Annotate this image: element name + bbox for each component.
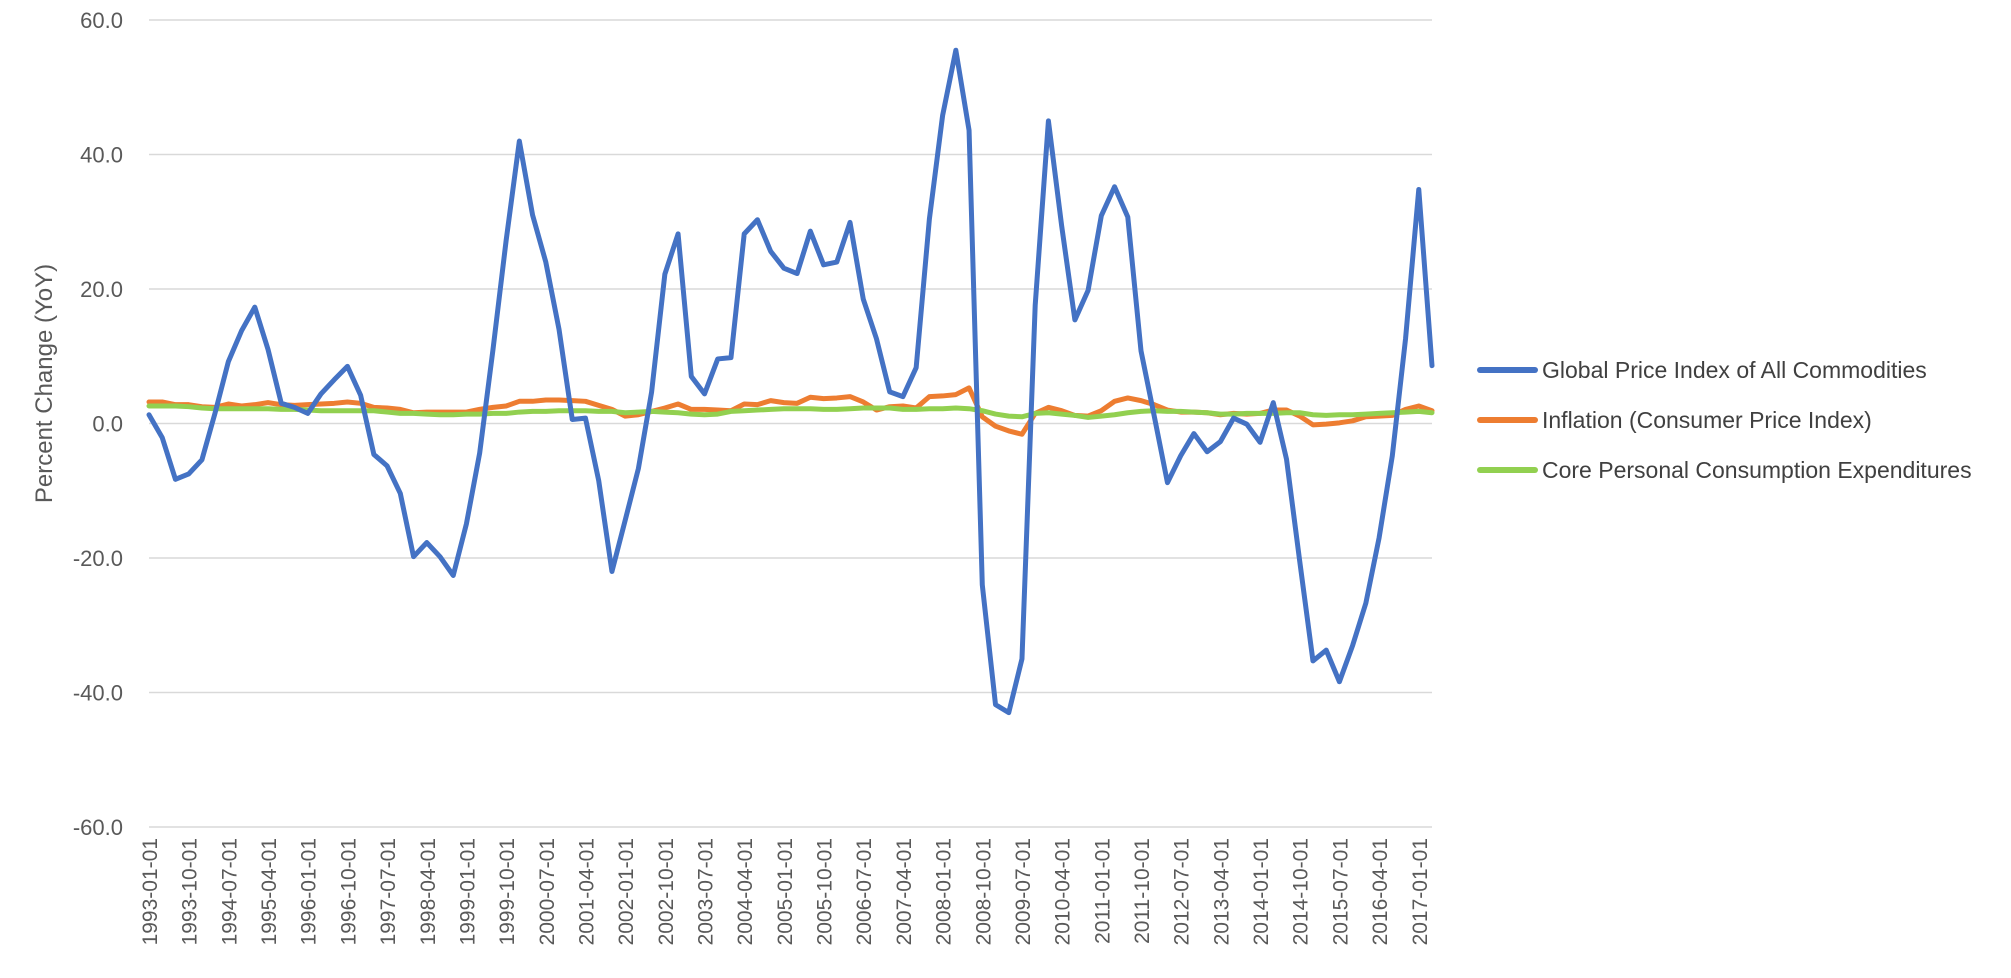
x-tick-label: 2006-07-01 — [853, 838, 876, 945]
y-tick-label: -40.0 — [73, 681, 123, 706]
x-tick-label: 2005-01-01 — [774, 838, 797, 945]
x-tick-label: 2016-04-01 — [1369, 838, 1392, 945]
legend-label: Global Price Index of All Commodities — [1542, 357, 1927, 383]
y-tick-label: 40.0 — [80, 143, 123, 168]
x-tick-label: 1997-07-01 — [377, 838, 400, 945]
series-line-global-price-index-of-all-commodities — [146, 47, 1435, 716]
x-tick-label: 2009-07-01 — [1012, 838, 1035, 945]
x-tick-label: 2011-01-01 — [1091, 838, 1114, 944]
series-lines — [146, 47, 1435, 716]
x-tick-label: 1999-01-01 — [456, 838, 479, 945]
x-tick-label: 1999-10-01 — [496, 838, 519, 945]
x-tick-label: 2004-04-01 — [734, 838, 757, 945]
gridlines — [149, 19, 1432, 828]
x-tick-label: 2015-07-01 — [1329, 838, 1352, 945]
x-tick-label: 2013-04-01 — [1210, 838, 1233, 945]
x-tick-label: 2003-07-01 — [695, 838, 718, 945]
y-tick-label: 0.0 — [92, 412, 123, 437]
y-tick-label: -20.0 — [73, 546, 123, 571]
x-tick-label: 1993-10-01 — [179, 838, 202, 945]
legend: Global Price Index of All Commodities Inf… — [1477, 357, 1972, 483]
x-tick-label: 1994-07-01 — [218, 838, 241, 945]
x-tick-label: 2000-07-01 — [536, 838, 559, 945]
x-tick-label: 2008-01-01 — [933, 838, 956, 945]
x-tick-label: 2010-04-01 — [1052, 838, 1075, 945]
legend-label: Inflation (Consumer Price Index) — [1542, 407, 1872, 433]
x-tick-label: 2002-10-01 — [655, 838, 678, 945]
x-tick-label: 2014-01-01 — [1250, 838, 1273, 945]
x-tick-label: 1996-10-01 — [337, 838, 360, 945]
y-tick-label: -60.0 — [73, 815, 123, 840]
x-tick-label: 2011-10-01 — [1131, 838, 1154, 944]
x-tick-label: 1998-04-01 — [417, 838, 440, 945]
y-tick-label: 60.0 — [80, 8, 123, 33]
x-tick-label: 2005-10-01 — [814, 838, 837, 945]
y-axis-ticks: -60.0 -40.0 -20.0 0.0 20.0 40.0 60.0 — [73, 8, 123, 840]
x-tick-label: 2012-07-01 — [1171, 838, 1194, 945]
x-axis-ticks: 1993-01-01 1993-10-01 1994-07-01 1995-04-01… — [139, 838, 1432, 945]
x-tick-label: 2014-10-01 — [1290, 838, 1313, 945]
x-tick-label: 2008-10-01 — [972, 838, 995, 945]
x-tick-label: 1993-01-01 — [139, 838, 162, 945]
x-tick-label: 2002-01-01 — [615, 838, 638, 945]
x-tick-label: 2017-01-01 — [1409, 838, 1432, 945]
x-tick-label: 2007-04-01 — [893, 838, 916, 945]
x-tick-label: 1995-04-01 — [258, 838, 281, 945]
legend-label: Core Personal Consumption Expenditures — [1542, 457, 1972, 483]
series-line-core-personal-consumption-expenditures — [146, 403, 1435, 420]
y-tick-label: 20.0 — [80, 277, 123, 302]
y-axis-title: Percent Change (YoY) — [31, 264, 58, 503]
x-tick-label: 2001-04-01 — [575, 838, 598, 945]
x-tick-label: 1996-01-01 — [298, 838, 321, 945]
